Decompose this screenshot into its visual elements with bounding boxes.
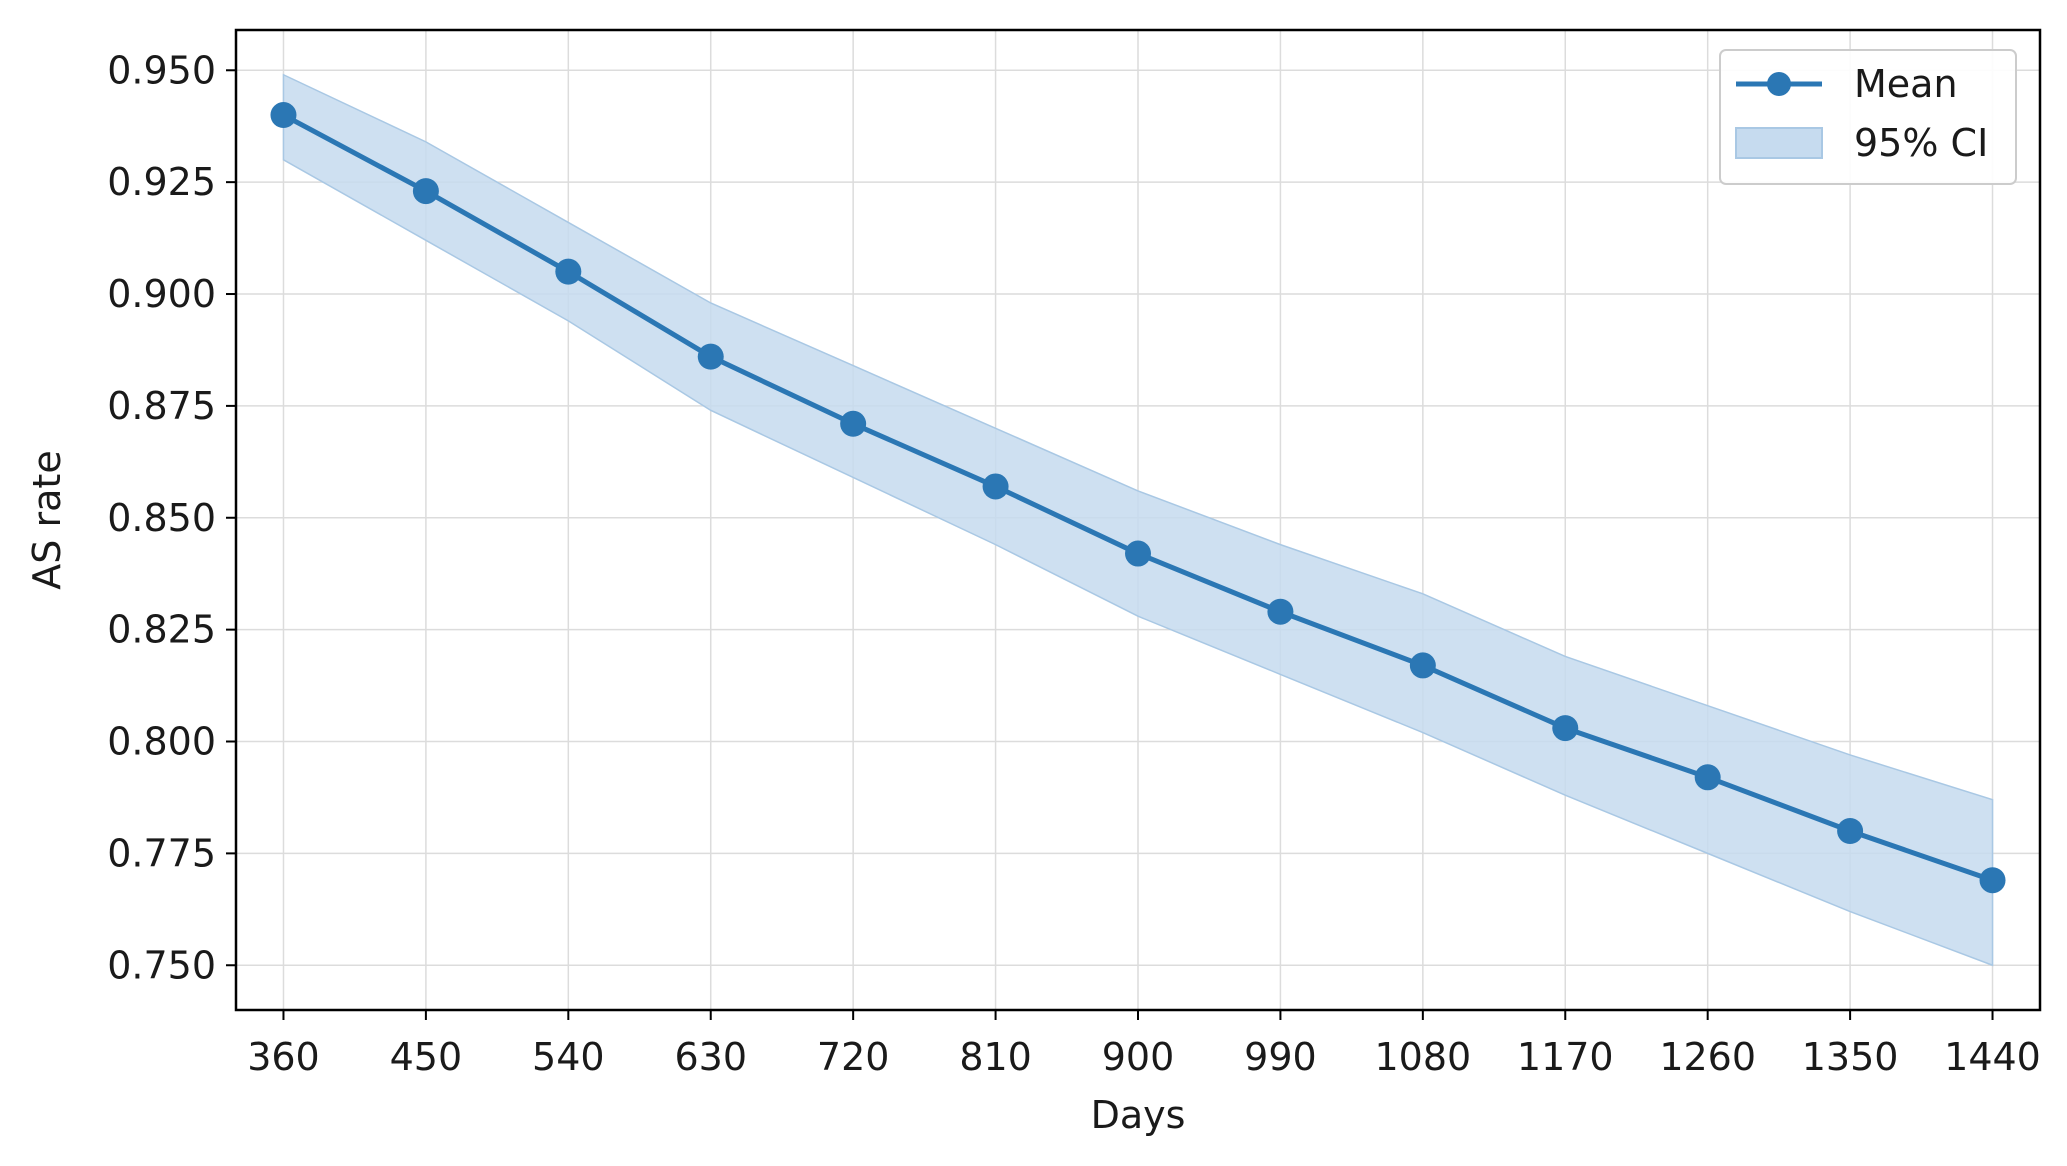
x-tick-label: 900 xyxy=(1102,1035,1175,1079)
mean-point xyxy=(1409,652,1436,679)
x-tick-label: 360 xyxy=(247,1035,320,1079)
ci-band xyxy=(282,73,1994,967)
mean-point xyxy=(270,102,297,129)
mean-point xyxy=(982,473,1009,500)
x-tick-label: 990 xyxy=(1244,1035,1317,1079)
mean-point xyxy=(1267,598,1294,625)
mean-markers xyxy=(270,102,2006,894)
y-axis-title: AS rate xyxy=(25,450,69,589)
x-tick-label: 450 xyxy=(390,1035,463,1079)
x-tick-label: 1170 xyxy=(1517,1035,1614,1079)
y-tick-label: 0.950 xyxy=(107,48,216,92)
y-tick-label: 0.850 xyxy=(107,496,216,540)
x-tick-label: 1440 xyxy=(1944,1035,2041,1079)
mean-point xyxy=(697,343,724,370)
x-tick-label: 540 xyxy=(532,1035,605,1079)
mean-point xyxy=(1979,867,2006,894)
legend-mean-marker-icon xyxy=(1767,72,1791,96)
mean-point xyxy=(1694,764,1721,791)
legend-label-mean: Mean xyxy=(1854,62,1958,106)
mean-point xyxy=(1837,818,1864,845)
legend-label-ci: 95% CI xyxy=(1854,121,1988,165)
x-axis: 360 450 540 630 720 810 900 990 1080 1170 1260 1350… xyxy=(247,1010,2041,1079)
y-tick-label: 0.925 xyxy=(107,160,216,204)
mean-point xyxy=(412,178,439,205)
x-tick-label: 810 xyxy=(959,1035,1032,1079)
x-tick-label: 720 xyxy=(817,1035,890,1079)
y-tick-label: 0.900 xyxy=(107,272,216,316)
mean-point xyxy=(1552,715,1579,742)
y-tick-label: 0.775 xyxy=(107,831,216,875)
x-tick-label: 1080 xyxy=(1374,1035,1471,1079)
y-tick-label: 0.825 xyxy=(107,608,216,652)
x-tick-label: 1350 xyxy=(1802,1035,1899,1079)
x-tick-label: 1260 xyxy=(1659,1035,1756,1079)
x-tick-label: 630 xyxy=(674,1035,747,1079)
y-axis: 0.750 0.775 0.800 0.825 0.850 0.875 0.900 0.925… xyxy=(107,48,236,987)
legend: Mean 95% CI xyxy=(1719,49,2017,185)
y-tick-label: 0.750 xyxy=(107,943,216,987)
x-axis-title: Days xyxy=(1091,1093,1186,1137)
mean-point xyxy=(555,258,582,285)
mean-point xyxy=(840,410,867,437)
mean-point xyxy=(1125,540,1151,567)
y-tick-label: 0.875 xyxy=(107,384,216,428)
legend-ci-swatch-icon xyxy=(1735,127,1823,159)
y-tick-label: 0.800 xyxy=(107,720,216,764)
